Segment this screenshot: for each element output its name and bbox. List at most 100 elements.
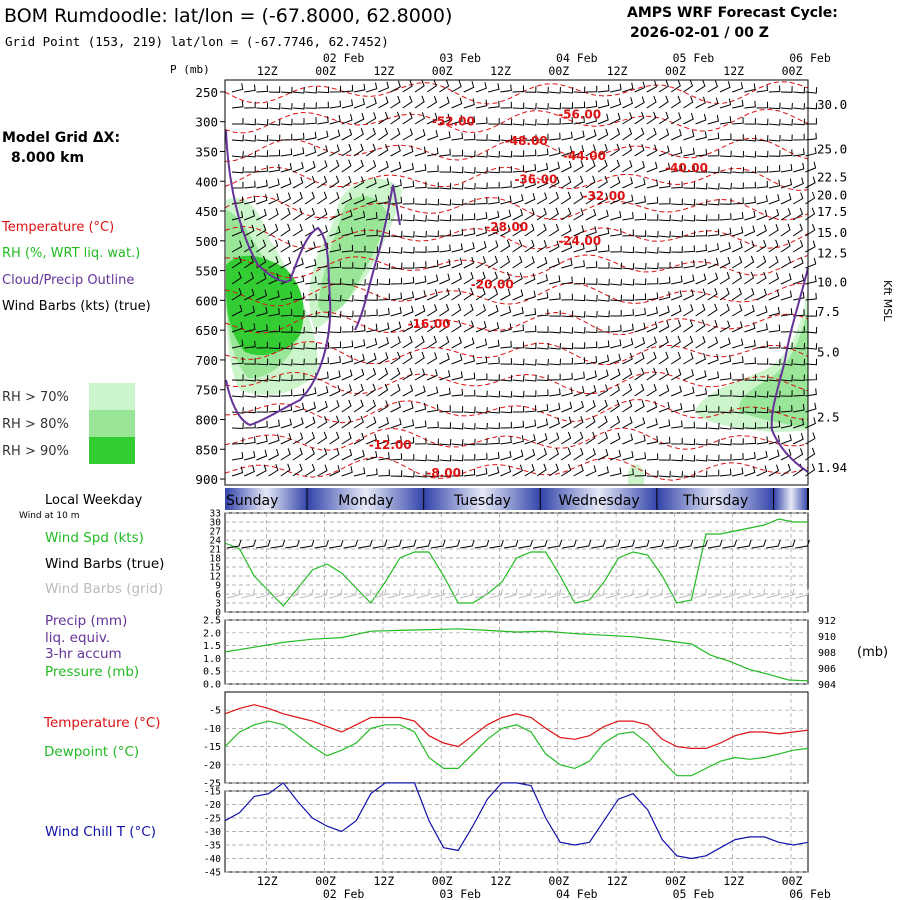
wind-barb [573, 208, 584, 221]
wind-barb [512, 420, 525, 429]
wind-barb [402, 367, 413, 381]
wind-barb [732, 166, 745, 174]
wind-barb [768, 289, 780, 301]
wind-barb [463, 167, 476, 174]
wind-barb-true [401, 539, 417, 549]
wind-barb [268, 419, 280, 429]
wind-barb [463, 423, 476, 430]
pressure-tick-label: 700 [195, 353, 218, 368]
wind-barb-grid [299, 588, 314, 599]
wind-barb [756, 118, 769, 126]
wind-barb [378, 111, 389, 125]
wind-barb [561, 224, 572, 237]
wind-barb-true [372, 539, 388, 549]
wind-barb-true [664, 539, 679, 549]
wind-barb [414, 261, 427, 269]
wind-barb [671, 385, 682, 397]
wind-barb [768, 390, 781, 398]
wind-barb [646, 179, 659, 189]
y-tick-label: -45 [204, 868, 221, 879]
wind-barb [573, 464, 584, 477]
wind-barb [634, 246, 647, 254]
wind-barb [280, 291, 293, 301]
wind-barb [427, 182, 439, 189]
wind-barb [768, 272, 780, 285]
wind-barb [353, 383, 364, 397]
wind-barb [695, 454, 708, 462]
wind-barb [256, 179, 268, 189]
wind-barb [500, 305, 512, 317]
wind-barb [634, 417, 646, 429]
wind-barb [378, 337, 389, 349]
wind-barb [622, 246, 635, 254]
wind-barb [365, 399, 377, 413]
wind-barb [414, 181, 427, 189]
wind-barb [622, 143, 633, 157]
wind-barb [402, 180, 415, 189]
wind-barb [524, 149, 537, 157]
wind-barb [658, 80, 669, 93]
wind-barb [500, 135, 513, 142]
wind-barb [378, 144, 389, 157]
wind-barb [512, 464, 523, 477]
wind-barb [378, 352, 389, 365]
wind-barb [646, 351, 657, 365]
wind-barb [426, 304, 438, 317]
wind-barb [536, 463, 547, 477]
wind-barb-true [649, 539, 665, 549]
wind-barb [366, 246, 378, 254]
wind-barb [244, 323, 256, 333]
wind-barb [756, 436, 769, 445]
weekday-label: Sunday [226, 493, 278, 509]
wind-barb-true [314, 539, 329, 549]
wind-barb [805, 402, 817, 413]
panel-frame [224, 512, 809, 613]
wind-barb [707, 114, 719, 125]
height-tick-label: 5.0 [817, 345, 840, 360]
wind-barb [268, 164, 280, 173]
wind-barb [414, 351, 425, 365]
wind-barb [695, 336, 706, 349]
wind-barb [609, 159, 621, 173]
wind-barb [793, 133, 805, 141]
wind-barb [439, 370, 451, 381]
y-tick-label: 9 [215, 581, 221, 592]
legend-wind-barbs-grid: Wind Barbs (grid) [45, 581, 163, 597]
wind-barb [329, 159, 340, 173]
wind-barb [793, 342, 806, 350]
wind-barb [341, 399, 352, 413]
wind-barb [292, 373, 305, 381]
wind-barb [512, 272, 523, 285]
isotherm-line [224, 456, 809, 481]
wind-barb [500, 118, 513, 126]
wind-barb [609, 368, 621, 381]
wind-barb [475, 422, 488, 430]
wind-barb [658, 180, 671, 189]
wind-barb [329, 356, 341, 365]
wind-barb [707, 132, 720, 141]
wind-barb [744, 196, 756, 205]
isotherm-label: -24.00 [558, 234, 601, 248]
wind-barb [597, 244, 610, 253]
wind-barb [292, 147, 305, 157]
wind-barb [402, 95, 413, 109]
wind-barb [366, 294, 378, 301]
wind-barb [634, 111, 645, 125]
wind-barb [414, 230, 427, 238]
wind-barb [268, 86, 281, 93]
wind-barb [329, 243, 341, 253]
wind-barb [646, 336, 657, 349]
wind-barb [756, 305, 768, 317]
wind-barb [500, 391, 513, 398]
y-tick-label: -10 [203, 724, 221, 735]
wind-barb-grid [780, 588, 795, 599]
wind-barb [268, 223, 279, 237]
wind-barb [719, 372, 732, 381]
wind-barb [805, 326, 818, 334]
legend-rh80: RH > 80% [2, 417, 69, 432]
wind-barb [256, 435, 268, 445]
wind-barb [695, 303, 706, 317]
wind-barb [353, 449, 365, 461]
wind-barb [622, 194, 634, 205]
wind-barb [451, 97, 463, 109]
